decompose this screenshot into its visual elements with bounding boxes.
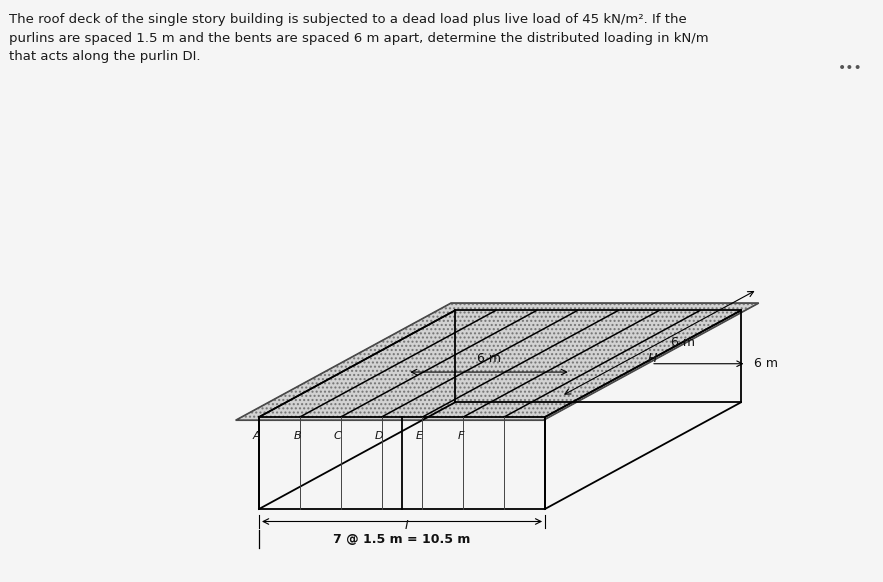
Text: C: C xyxy=(334,431,342,441)
Text: D: D xyxy=(374,431,383,441)
Text: 6 m: 6 m xyxy=(671,336,695,349)
Text: 7 @ 1.5 m = 10.5 m: 7 @ 1.5 m = 10.5 m xyxy=(334,534,471,546)
Text: H: H xyxy=(648,352,657,365)
Text: E: E xyxy=(416,431,423,441)
Text: The roof deck of the single story building is subjected to a dead load plus live: The roof deck of the single story buildi… xyxy=(9,13,709,63)
Text: •••: ••• xyxy=(838,61,863,75)
Text: A: A xyxy=(253,431,260,441)
Text: 6 m: 6 m xyxy=(754,357,778,370)
Polygon shape xyxy=(236,303,758,420)
Text: F: F xyxy=(457,431,464,441)
Text: 6 m: 6 m xyxy=(477,352,501,365)
Text: B: B xyxy=(293,431,301,441)
Text: I: I xyxy=(405,519,409,532)
